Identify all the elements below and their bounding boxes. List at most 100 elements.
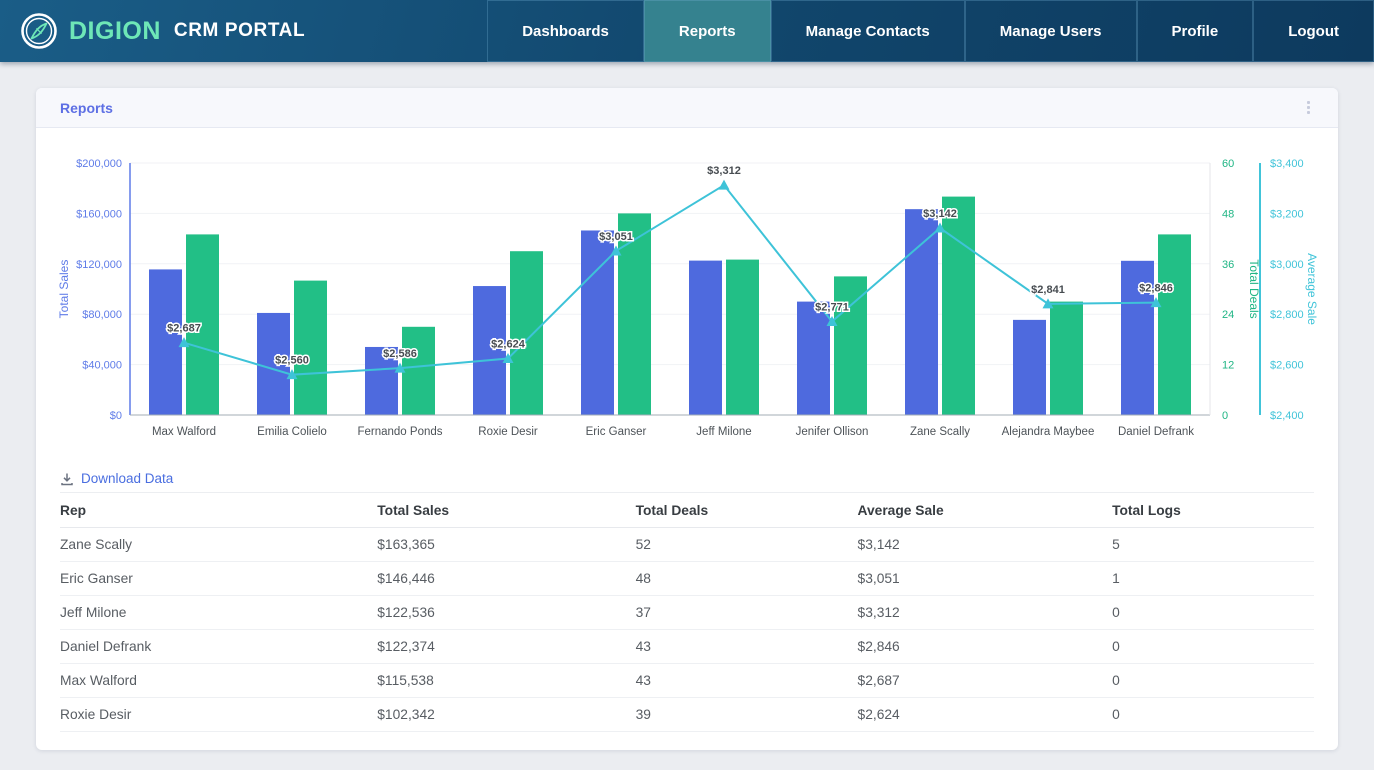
table-row: Zane Scally$163,36552$3,1425 <box>60 528 1314 562</box>
table-row: Jeff Milone$122,53637$3,3120 <box>60 596 1314 630</box>
nav-item-profile[interactable]: Profile <box>1137 0 1254 62</box>
table-column-header: Total Logs <box>1112 493 1314 528</box>
table-cell: Roxie Desir <box>60 698 377 732</box>
svg-text:48: 48 <box>1222 208 1234 220</box>
svg-text:$2,400: $2,400 <box>1270 410 1304 422</box>
download-data-label: Download Data <box>81 471 173 486</box>
table-column-header: Rep <box>60 493 377 528</box>
panel-title: Reports <box>60 100 113 116</box>
table-cell: $3,312 <box>858 596 1113 630</box>
svg-text:$0: $0 <box>110 410 122 422</box>
svg-text:Eric Ganser: Eric Ganser <box>586 426 647 438</box>
svg-text:Zane Scally: Zane Scally <box>910 426 970 438</box>
svg-text:$3,400: $3,400 <box>1270 158 1304 170</box>
svg-text:Total Sales: Total Sales <box>57 260 71 319</box>
table-cell: Daniel Defrank <box>60 630 377 664</box>
svg-text:Average Sale: Average Sale <box>1305 253 1319 325</box>
table-cell: $163,365 <box>377 528 635 562</box>
svg-text:Max Walford: Max Walford <box>152 426 216 438</box>
table-cell: 0 <box>1112 630 1314 664</box>
svg-text:$200,000: $200,000 <box>76 158 122 170</box>
table-cell: $2,846 <box>858 630 1113 664</box>
table-head: RepTotal SalesTotal DealsAverage SaleTot… <box>60 493 1314 528</box>
svg-text:$160,000: $160,000 <box>76 208 122 220</box>
table-cell: 5 <box>1112 528 1314 562</box>
table-cell: 0 <box>1112 596 1314 630</box>
svg-text:$3,200: $3,200 <box>1270 208 1304 220</box>
svg-text:$2,600: $2,600 <box>1270 360 1304 372</box>
table-cell: $102,342 <box>377 698 635 732</box>
table-cell: $115,538 <box>377 664 635 698</box>
svg-text:Emilia Colielo: Emilia Colielo <box>257 426 327 438</box>
table-cell: $3,051 <box>858 562 1113 596</box>
svg-text:$3,000: $3,000 <box>1270 259 1304 271</box>
nav-item-manage-users[interactable]: Manage Users <box>965 0 1137 62</box>
svg-text:Jenifer Ollison: Jenifer Ollison <box>796 426 869 438</box>
table-cell: 39 <box>636 698 858 732</box>
svg-text:Roxie Desir: Roxie Desir <box>478 426 538 438</box>
svg-text:Jeff Milone: Jeff Milone <box>696 426 751 438</box>
table-cell: $122,536 <box>377 596 635 630</box>
svg-text:$3,051: $3,051 <box>599 231 633 243</box>
nav-item-logout[interactable]: Logout <box>1253 0 1374 62</box>
nav-item-reports[interactable]: Reports <box>644 0 771 62</box>
table-cell: Eric Ganser <box>60 562 377 596</box>
svg-text:24: 24 <box>1222 309 1234 321</box>
svg-text:$2,846: $2,846 <box>1139 283 1173 295</box>
table-cell: $3,142 <box>858 528 1113 562</box>
table-row: Eric Ganser$146,44648$3,0511 <box>60 562 1314 596</box>
svg-text:$2,687: $2,687 <box>167 323 201 335</box>
svg-text:$2,560: $2,560 <box>275 355 309 367</box>
svg-text:$3,312: $3,312 <box>707 165 741 177</box>
table-column-header: Average Sale <box>858 493 1113 528</box>
svg-text:0: 0 <box>1222 410 1228 422</box>
svg-text:Alejandra Maybee: Alejandra Maybee <box>1002 426 1095 438</box>
kebab-menu-icon[interactable] <box>1303 97 1314 118</box>
main-nav: Dashboards Reports Manage Contacts Manag… <box>487 0 1374 62</box>
table-cell: 0 <box>1112 698 1314 732</box>
svg-text:$120,000: $120,000 <box>76 259 122 271</box>
panel-header: Reports <box>36 88 1338 128</box>
table-cell: $146,446 <box>377 562 635 596</box>
svg-text:$2,624: $2,624 <box>491 339 526 351</box>
sales-chart: $2,687 $2,560 $2,586 $2,624 $3,051 $3,312 $2,7… <box>36 128 1338 457</box>
svg-text:36: 36 <box>1222 259 1234 271</box>
svg-text:$40,000: $40,000 <box>82 360 122 372</box>
nav-item-dashboards[interactable]: Dashboards <box>487 0 644 62</box>
app-title: CRM PORTAL <box>174 20 305 42</box>
table-cell: 48 <box>636 562 858 596</box>
svg-text:Fernando Ponds: Fernando Ponds <box>357 426 442 438</box>
table-cell: Jeff Milone <box>60 596 377 630</box>
table-cell: $2,624 <box>858 698 1113 732</box>
reports-panel: Reports $2,687$2,560$2,586$2,624$3,051$3… <box>36 88 1338 750</box>
table-cell: Max Walford <box>60 664 377 698</box>
table-row: Roxie Desir$102,34239$2,6240 <box>60 698 1314 732</box>
svg-text:$2,841: $2,841 <box>1031 284 1065 296</box>
svg-text:$2,771: $2,771 <box>815 302 849 314</box>
table-cell: $2,687 <box>858 664 1113 698</box>
svg-text:60: 60 <box>1222 158 1234 170</box>
combo-chart-canvas: $2,687 $2,560 $2,586 $2,624 $3,051 $3,312 $2,7… <box>36 145 1338 457</box>
svg-text:$3,142: $3,142 <box>923 208 957 220</box>
svg-text:$2,800: $2,800 <box>1270 309 1304 321</box>
brand: DIGION CRM PORTAL <box>0 0 487 62</box>
reps-table: RepTotal SalesTotal DealsAverage SaleTot… <box>60 492 1314 732</box>
svg-text:$80,000: $80,000 <box>82 309 122 321</box>
table-cell: 37 <box>636 596 858 630</box>
table-cell: 1 <box>1112 562 1314 596</box>
table-column-header: Total Sales <box>377 493 635 528</box>
table-row: Max Walford$115,53843$2,6870 <box>60 664 1314 698</box>
app-header: DIGION CRM PORTAL Dashboards Reports Man… <box>0 0 1374 62</box>
table-cell: $122,374 <box>377 630 635 664</box>
svg-text:$2,586: $2,586 <box>383 348 417 360</box>
download-icon <box>60 472 74 486</box>
table-column-header: Total Deals <box>636 493 858 528</box>
svg-text:Total Deals: Total Deals <box>1247 259 1261 318</box>
nav-item-manage-contacts[interactable]: Manage Contacts <box>771 0 965 62</box>
table-cell: Zane Scally <box>60 528 377 562</box>
table-cell: 52 <box>636 528 858 562</box>
svg-text:Daniel Defrank: Daniel Defrank <box>1118 426 1194 438</box>
table-cell: 43 <box>636 630 858 664</box>
download-data-link[interactable]: Download Data <box>60 471 173 486</box>
brand-name: DIGION <box>69 17 161 46</box>
